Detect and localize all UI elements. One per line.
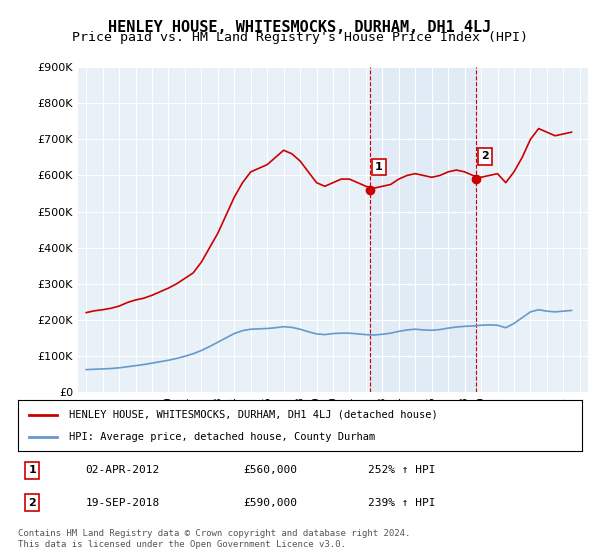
Text: 239% ↑ HPI: 239% ↑ HPI — [368, 498, 435, 508]
Text: £590,000: £590,000 — [244, 498, 298, 508]
Text: 02-APR-2012: 02-APR-2012 — [86, 465, 160, 475]
Text: HENLEY HOUSE, WHITESMOCKS, DURHAM, DH1 4LJ: HENLEY HOUSE, WHITESMOCKS, DURHAM, DH1 4… — [109, 20, 491, 35]
Text: 2: 2 — [481, 151, 489, 161]
Text: 252% ↑ HPI: 252% ↑ HPI — [368, 465, 435, 475]
Text: 1: 1 — [28, 465, 36, 475]
Text: 19-SEP-2018: 19-SEP-2018 — [86, 498, 160, 508]
Text: 2: 2 — [28, 498, 36, 508]
Text: HENLEY HOUSE, WHITESMOCKS, DURHAM, DH1 4LJ (detached house): HENLEY HOUSE, WHITESMOCKS, DURHAM, DH1 4… — [69, 409, 437, 419]
Text: Price paid vs. HM Land Registry's House Price Index (HPI): Price paid vs. HM Land Registry's House … — [72, 31, 528, 44]
Text: £560,000: £560,000 — [244, 465, 298, 475]
Text: HPI: Average price, detached house, County Durham: HPI: Average price, detached house, Coun… — [69, 432, 375, 442]
Text: Contains HM Land Registry data © Crown copyright and database right 2024.
This d: Contains HM Land Registry data © Crown c… — [18, 529, 410, 549]
Bar — [370, 67, 476, 392]
Text: 1: 1 — [375, 162, 383, 172]
